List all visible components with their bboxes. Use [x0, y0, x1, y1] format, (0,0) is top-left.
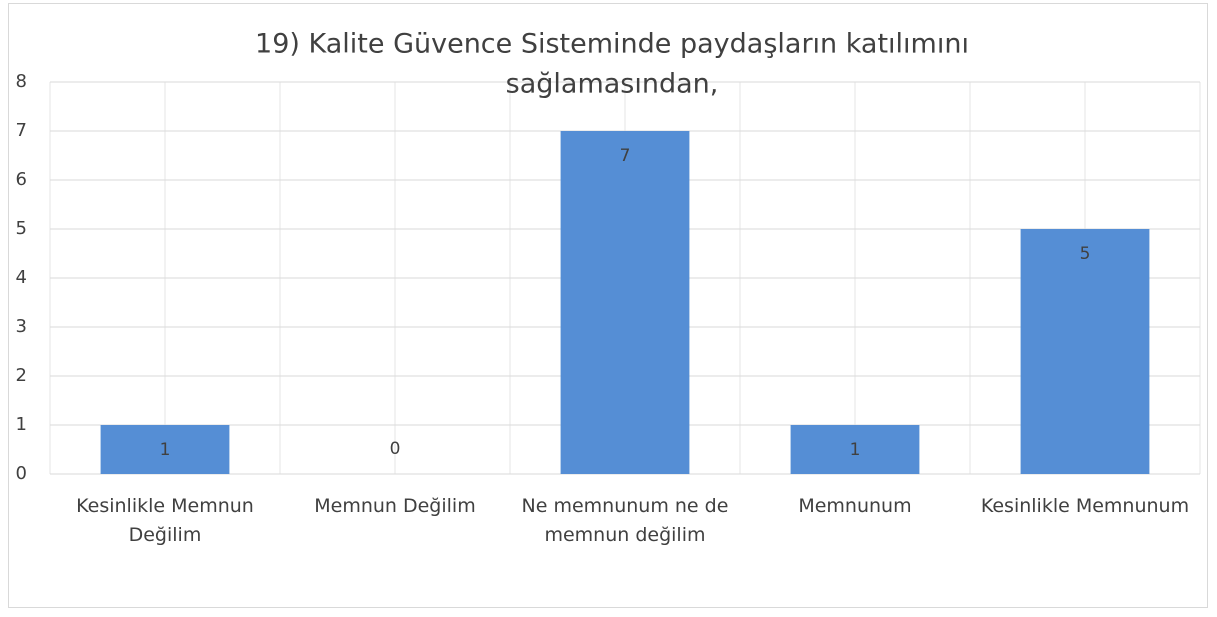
y-tick-label: 4 — [16, 267, 27, 288]
x-tick-label: Memnun Değilim — [314, 495, 476, 517]
y-tick-label: 0 — [16, 463, 27, 484]
chart-title: 19) Kalite Güvence Sisteminde paydaşları… — [255, 29, 969, 60]
data-label: 5 — [1080, 244, 1091, 264]
data-label: 7 — [620, 146, 631, 166]
data-label: 1 — [850, 440, 861, 460]
x-tick-label: Kesinlikle Memnunum — [980, 495, 1190, 517]
chart-title: sağlamasından, — [506, 69, 719, 100]
y-tick-label: 1 — [16, 414, 27, 435]
bar — [100, 425, 230, 474]
y-tick-label: 3 — [16, 316, 27, 337]
y-tick-label: 2 — [16, 365, 27, 386]
y-tick-label: 7 — [16, 120, 27, 141]
x-tick-label: Memnunum — [798, 495, 912, 517]
data-label: 0 — [390, 439, 401, 459]
x-tick-label: Ne memnunum ne de memnun değilim — [521, 495, 729, 546]
bar — [790, 425, 920, 474]
bar — [1020, 229, 1150, 474]
y-tick-label: 8 — [16, 71, 27, 92]
y-tick-label: 6 — [16, 169, 27, 190]
x-tick-label: Kesinlikle Memnun Değilim — [76, 495, 254, 546]
data-label: 1 — [160, 440, 171, 460]
bar — [560, 131, 690, 474]
y-tick-label: 5 — [16, 218, 27, 239]
